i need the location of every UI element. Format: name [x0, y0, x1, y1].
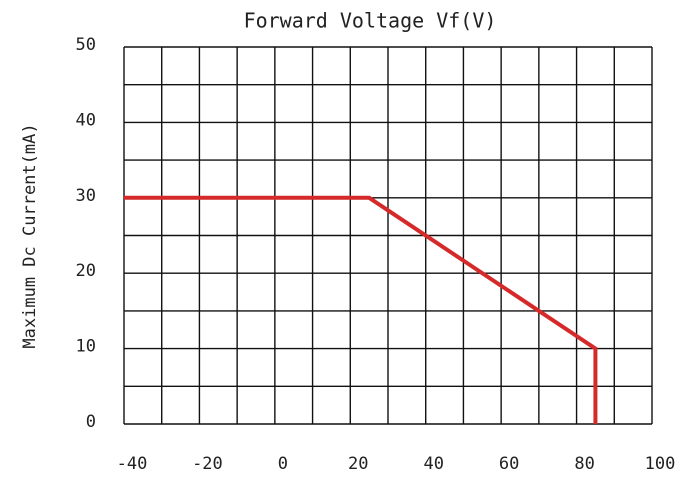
x-tick-label: 100	[645, 454, 676, 474]
y-tick-label: 50	[76, 35, 96, 55]
y-tick-label: 40	[76, 110, 96, 130]
x-tick-label: 80	[574, 454, 594, 474]
y-tick-label: 10	[76, 337, 96, 357]
chart-title: Forward Voltage Vf(V)	[244, 9, 497, 33]
y-tick-label: 30	[76, 186, 96, 206]
data-line	[124, 195, 598, 424]
x-tick-label: 60	[499, 454, 519, 474]
x-tick-label: 20	[348, 454, 368, 474]
x-tick-label: 40	[423, 454, 443, 474]
y-tick-label: 20	[76, 261, 96, 281]
y-axis-label: Maximum Dc Current(mA)	[20, 123, 40, 348]
x-tick-label: 0	[278, 454, 288, 474]
y-tick-label: 0	[86, 412, 96, 432]
x-tick-label: -20	[192, 454, 223, 474]
x-tick-label: -40	[117, 454, 148, 474]
